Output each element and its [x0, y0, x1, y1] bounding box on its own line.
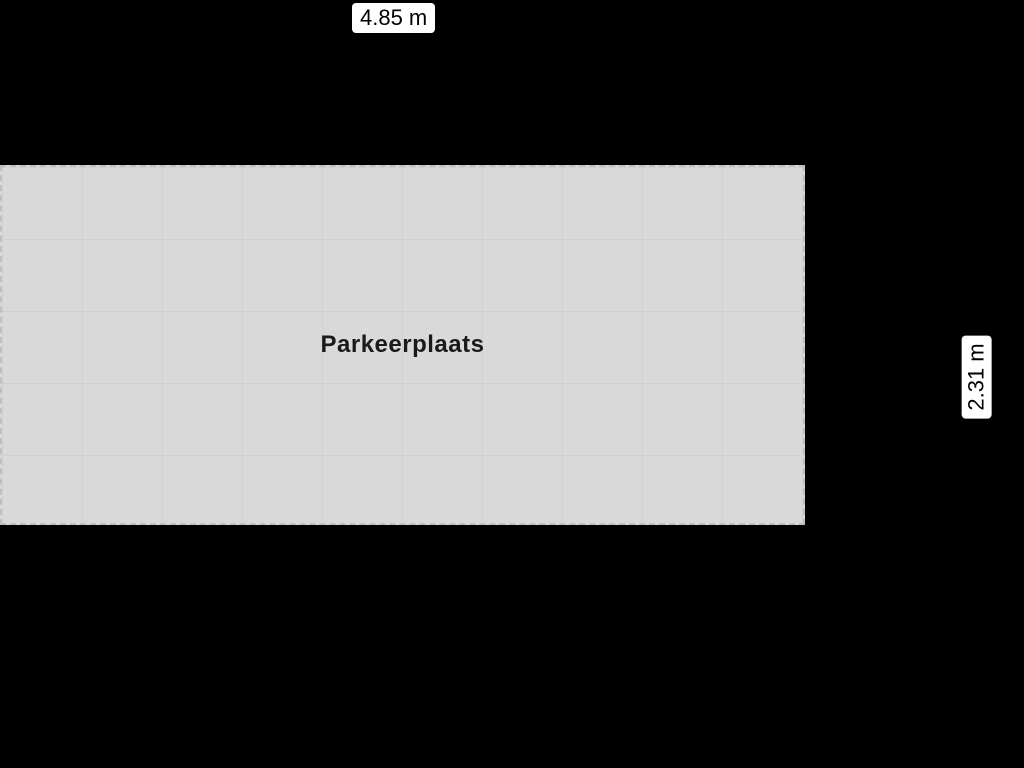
dimension-height-label: 2.31 m	[961, 335, 991, 418]
room-label: Parkeerplaats	[321, 331, 485, 359]
parking-space-region: Parkeerplaats	[0, 165, 805, 525]
dimension-width-label: 4.85 m	[352, 3, 435, 33]
